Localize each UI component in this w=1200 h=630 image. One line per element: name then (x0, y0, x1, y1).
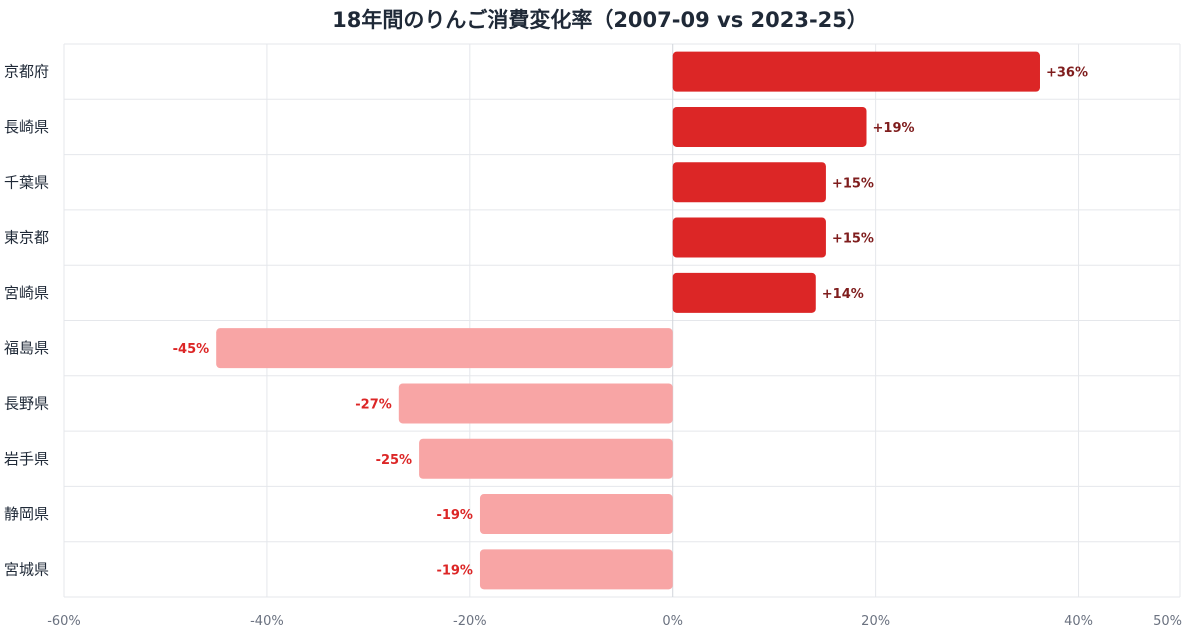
bar (672, 272, 816, 313)
x-tick-label: 0% (662, 614, 683, 629)
data-label: -25% (376, 453, 413, 468)
category-label: 東京都 (4, 229, 49, 247)
data-label: +36% (1046, 66, 1088, 81)
bar (479, 549, 673, 590)
category-label: 長崎県 (4, 118, 49, 136)
category-label: 千葉県 (4, 173, 49, 191)
bar (672, 162, 826, 203)
bar-layer (216, 51, 1040, 590)
x-tick-label: 50% (1153, 614, 1182, 629)
chart-title: 18年間のりんご消費変化率（2007-09 vs 2023-25） (332, 8, 868, 32)
bar (479, 494, 673, 535)
data-label: +15% (832, 232, 874, 247)
x-tick-label: 40% (1064, 614, 1093, 629)
data-label: -19% (436, 563, 473, 578)
grid-layer (63, 43, 1181, 598)
data-label: +15% (832, 176, 874, 191)
bar (216, 328, 673, 369)
bar (672, 106, 867, 147)
label-layer: -60% -40% -20% 0% 20% 40% 50% 京都府 +36% 長崎県 +19% 千葉県… (4, 63, 1182, 629)
data-label: -19% (436, 508, 473, 523)
data-label: +19% (873, 121, 915, 136)
category-label: 京都府 (4, 63, 49, 81)
category-label: 福島県 (4, 339, 49, 357)
data-label: -45% (173, 342, 210, 357)
bar (398, 383, 673, 424)
x-tick-label: -40% (250, 614, 284, 629)
x-tick-label: 20% (861, 614, 890, 629)
bar (672, 51, 1040, 92)
data-label: -27% (355, 397, 392, 412)
category-label: 宮城県 (4, 560, 49, 578)
x-tick-label: -20% (453, 614, 487, 629)
bar (672, 217, 826, 258)
category-label: 長野県 (4, 394, 49, 412)
x-tick-label: -60% (47, 614, 81, 629)
data-label: +14% (822, 287, 864, 302)
category-label: 静岡県 (4, 505, 49, 523)
bar (419, 438, 673, 479)
category-label: 宮崎県 (4, 284, 49, 302)
category-label: 岩手県 (4, 450, 49, 468)
